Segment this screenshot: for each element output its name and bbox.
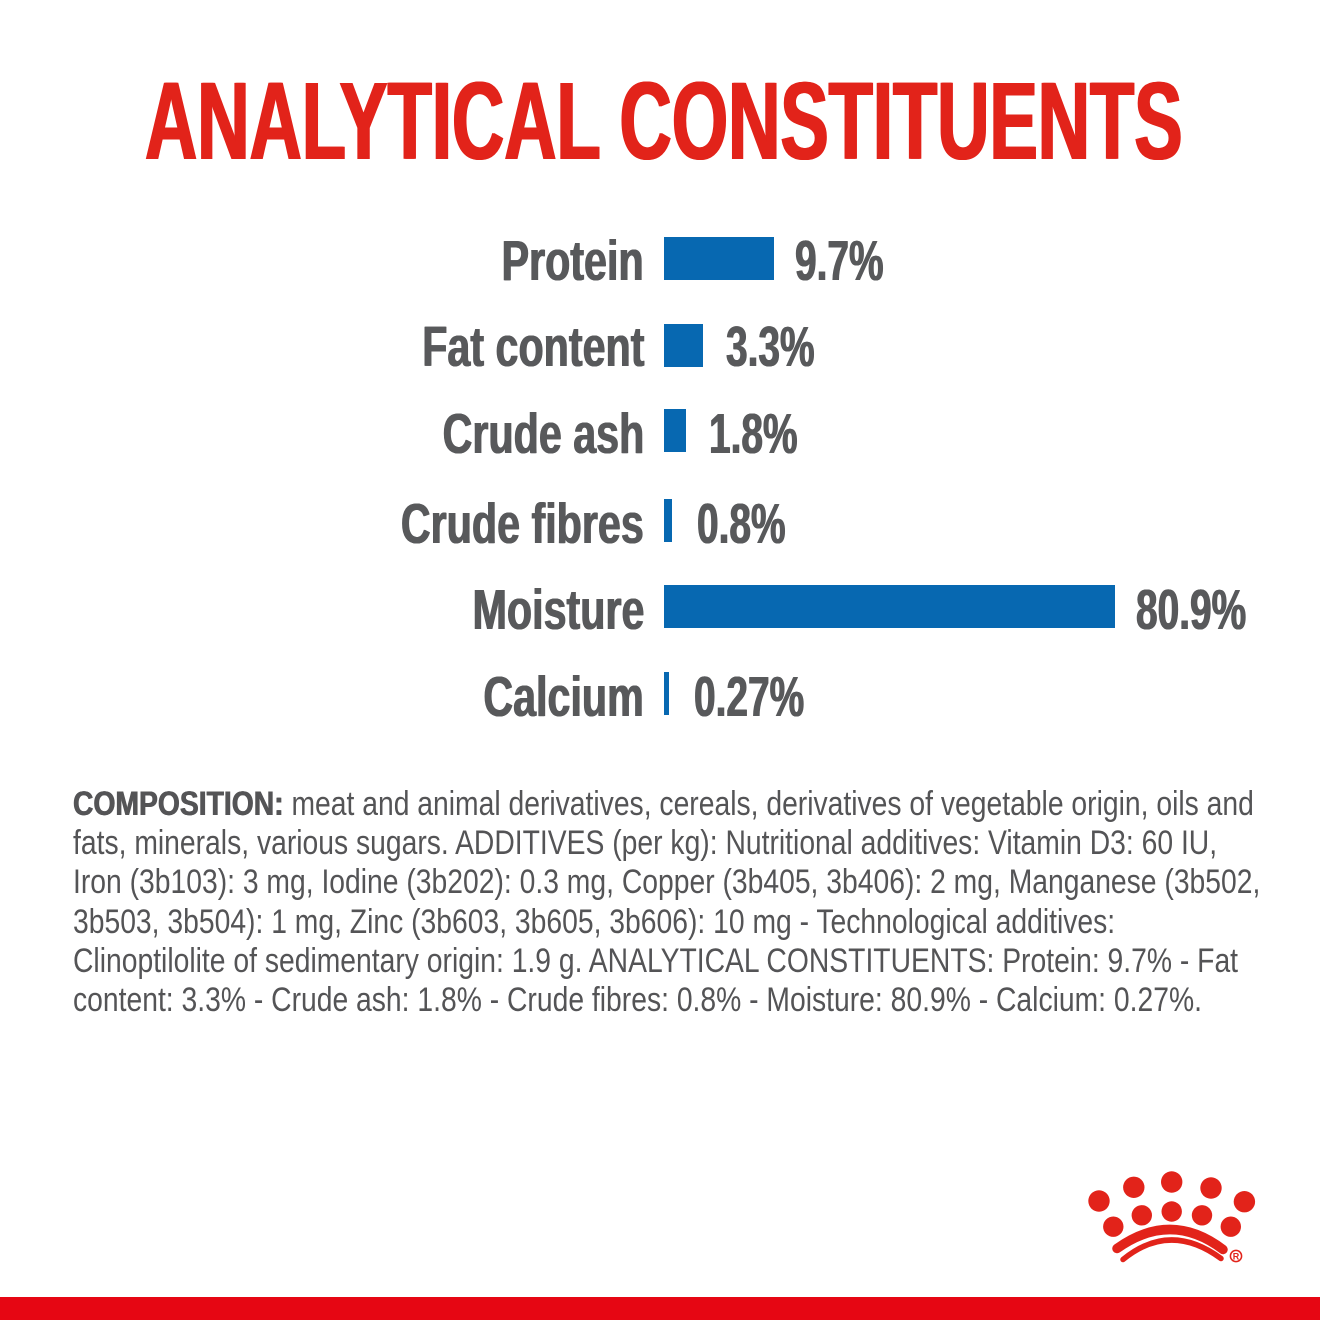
svg-text:R: R [1233,1251,1240,1261]
